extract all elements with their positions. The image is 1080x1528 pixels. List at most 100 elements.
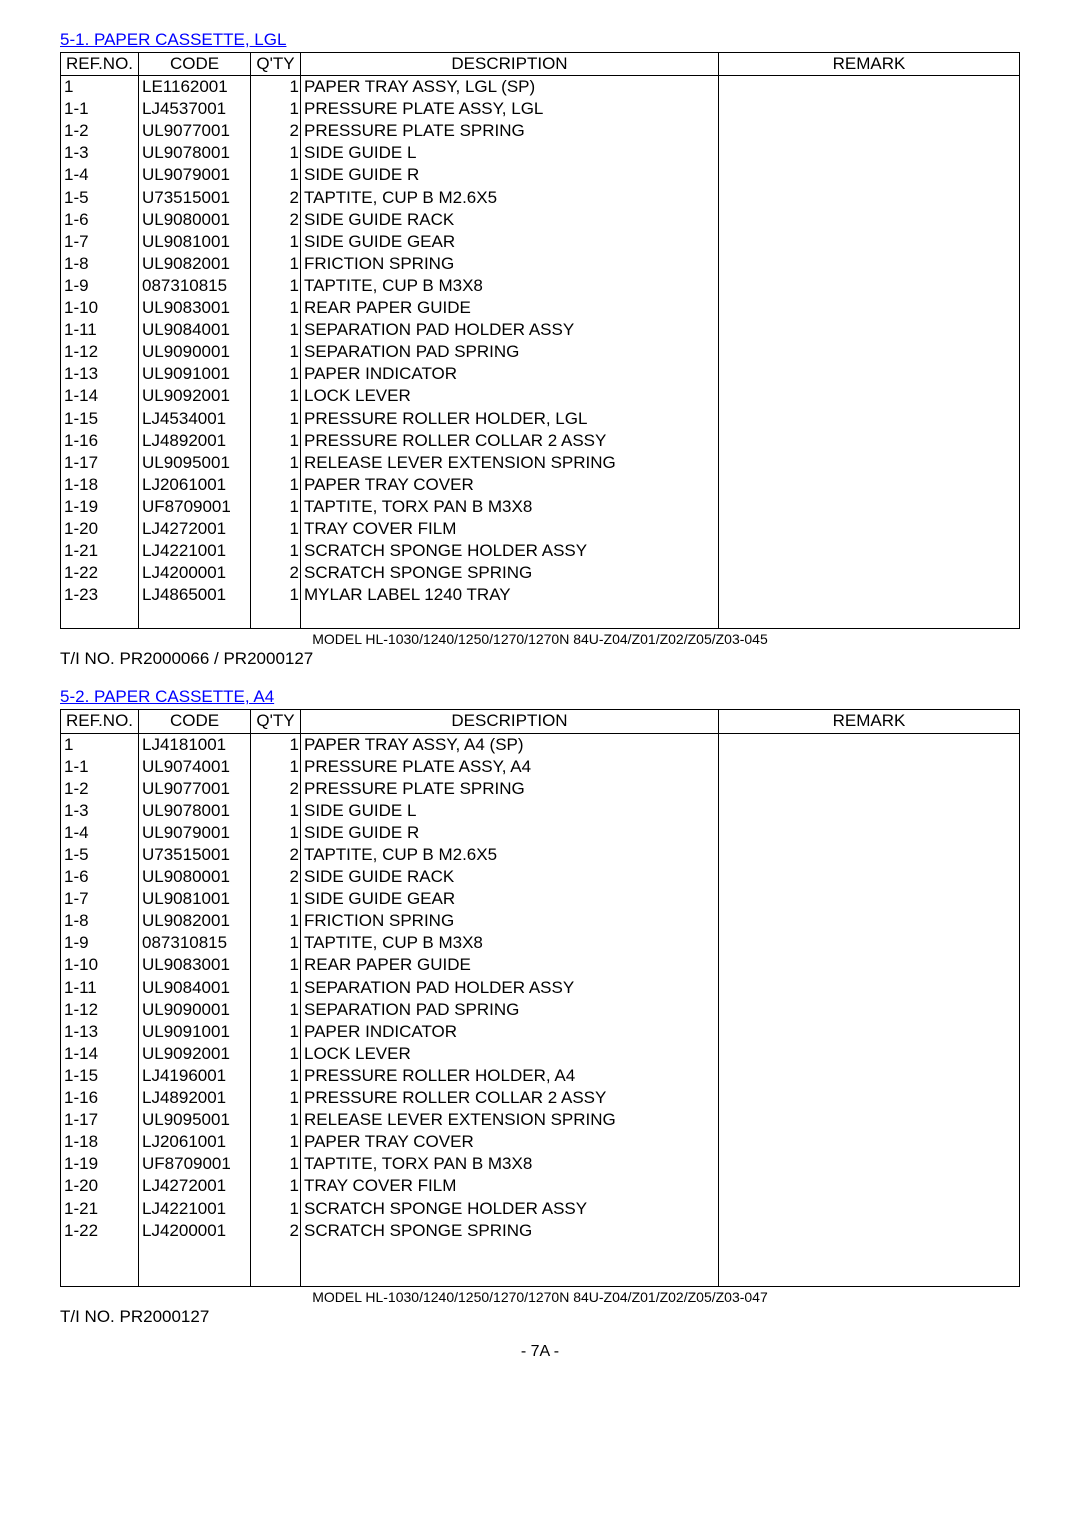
table-row: 1-3UL90780011SIDE GUIDE L bbox=[61, 800, 1020, 822]
table-row: 1-11UL90840011SEPARATION PAD HOLDER ASSY bbox=[61, 319, 1020, 341]
cell-ref: 1-15 bbox=[61, 1065, 139, 1087]
cell-ref: 1-13 bbox=[61, 1021, 139, 1043]
cell-remark bbox=[719, 756, 1020, 778]
table-row: 1-1LJ45370011PRESSURE PLATE ASSY, LGL bbox=[61, 98, 1020, 120]
cell-blank bbox=[719, 606, 1020, 629]
table-row: 1-90873108151TAPTITE, CUP B M3X8 bbox=[61, 275, 1020, 297]
table-row: 1-4UL90790011SIDE GUIDE R bbox=[61, 164, 1020, 186]
cell-code: UL9081001 bbox=[139, 888, 251, 910]
cell-code: UL9090001 bbox=[139, 999, 251, 1021]
cell-ref: 1-1 bbox=[61, 756, 139, 778]
cell-remark bbox=[719, 733, 1020, 756]
cell-ref: 1-17 bbox=[61, 1109, 139, 1131]
cell-qty: 1 bbox=[251, 385, 301, 407]
cell-remark bbox=[719, 430, 1020, 452]
cell-desc: TAPTITE, CUP B M2.6X5 bbox=[301, 187, 719, 209]
cell-desc: TAPTITE, CUP B M3X8 bbox=[301, 932, 719, 954]
cell-code: UL9091001 bbox=[139, 363, 251, 385]
cell-ref: 1-11 bbox=[61, 977, 139, 999]
cell-blank bbox=[61, 1264, 139, 1287]
cell-ref: 1-9 bbox=[61, 932, 139, 954]
cell-qty: 1 bbox=[251, 954, 301, 976]
cell-qty: 1 bbox=[251, 1021, 301, 1043]
cell-qty: 2 bbox=[251, 209, 301, 231]
table-row: 1-14UL90920011LOCK LEVER bbox=[61, 1043, 1020, 1065]
table-row: 1-18LJ20610011PAPER TRAY COVER bbox=[61, 1131, 1020, 1153]
page-number: - 7A - bbox=[60, 1343, 1020, 1361]
cell-code: LJ4865001 bbox=[139, 584, 251, 606]
cell-code: UL9078001 bbox=[139, 142, 251, 164]
cell-ref: 1-12 bbox=[61, 999, 139, 1021]
cell-ref: 1-10 bbox=[61, 297, 139, 319]
cell-qty: 1 bbox=[251, 756, 301, 778]
cell-code: LJ2061001 bbox=[139, 474, 251, 496]
table-header-row: REF.NO. CODE Q'TY DESCRIPTION REMARK bbox=[61, 710, 1020, 733]
cell-code: UL9083001 bbox=[139, 954, 251, 976]
cell-desc: SEPARATION PAD SPRING bbox=[301, 999, 719, 1021]
cell-desc: TAPTITE, TORX PAN B M3X8 bbox=[301, 1153, 719, 1175]
cell-qty: 1 bbox=[251, 584, 301, 606]
section-1-ti-line: T/I NO. PR2000066 / PR2000127 bbox=[60, 649, 1020, 669]
cell-remark bbox=[719, 866, 1020, 888]
header-code: CODE bbox=[139, 53, 251, 76]
cell-qty: 1 bbox=[251, 540, 301, 562]
cell-code: UL9091001 bbox=[139, 1021, 251, 1043]
section-1-title: 5-1. PAPER CASSETTE, LGL bbox=[60, 30, 1020, 50]
cell-ref: 1-5 bbox=[61, 844, 139, 866]
cell-ref: 1-21 bbox=[61, 540, 139, 562]
table-row: 1-6UL90800012SIDE GUIDE RACK bbox=[61, 866, 1020, 888]
cell-code: UL9082001 bbox=[139, 253, 251, 275]
table-row: 1-14UL90920011LOCK LEVER bbox=[61, 385, 1020, 407]
cell-ref: 1-12 bbox=[61, 341, 139, 363]
table-row: 1-20LJ42720011TRAY COVER FILM bbox=[61, 518, 1020, 540]
cell-desc: SCRATCH SPONGE HOLDER ASSY bbox=[301, 1198, 719, 1220]
cell-code: LJ4272001 bbox=[139, 1175, 251, 1197]
cell-ref: 1 bbox=[61, 76, 139, 99]
header-desc: DESCRIPTION bbox=[301, 710, 719, 733]
table-row: 1-11UL90840011SEPARATION PAD HOLDER ASSY bbox=[61, 977, 1020, 999]
table-row: 1-23LJ48650011MYLAR LABEL 1240 TRAY bbox=[61, 584, 1020, 606]
cell-remark bbox=[719, 562, 1020, 584]
cell-ref: 1-5 bbox=[61, 187, 139, 209]
cell-remark bbox=[719, 164, 1020, 186]
table-row: 1-20LJ42720011TRAY COVER FILM bbox=[61, 1175, 1020, 1197]
cell-desc: LOCK LEVER bbox=[301, 385, 719, 407]
header-desc: DESCRIPTION bbox=[301, 53, 719, 76]
cell-remark bbox=[719, 800, 1020, 822]
cell-desc: SEPARATION PAD HOLDER ASSY bbox=[301, 977, 719, 999]
cell-qty: 1 bbox=[251, 142, 301, 164]
section-2-model-line: MODEL HL-1030/1240/1250/1270/1270N 84U-Z… bbox=[60, 1289, 1020, 1305]
cell-code: LJ4200001 bbox=[139, 1220, 251, 1242]
table-row: 1-18LJ20610011PAPER TRAY COVER bbox=[61, 474, 1020, 496]
cell-qty: 1 bbox=[251, 733, 301, 756]
cell-qty: 1 bbox=[251, 496, 301, 518]
table-row: 1-6UL90800012SIDE GUIDE RACK bbox=[61, 209, 1020, 231]
cell-remark bbox=[719, 452, 1020, 474]
cell-remark bbox=[719, 888, 1020, 910]
cell-code: UL9079001 bbox=[139, 822, 251, 844]
table-row: 1-17UL90950011RELEASE LEVER EXTENSION SP… bbox=[61, 1109, 1020, 1131]
cell-qty: 1 bbox=[251, 1131, 301, 1153]
cell-blank bbox=[139, 1264, 251, 1287]
cell-ref: 1-14 bbox=[61, 1043, 139, 1065]
cell-desc: SIDE GUIDE RACK bbox=[301, 866, 719, 888]
cell-desc: REAR PAPER GUIDE bbox=[301, 297, 719, 319]
cell-code: LJ4892001 bbox=[139, 430, 251, 452]
table-row: 1-22LJ42000012SCRATCH SPONGE SPRING bbox=[61, 562, 1020, 584]
table-row: 1-7UL90810011SIDE GUIDE GEAR bbox=[61, 231, 1020, 253]
header-remark: REMARK bbox=[719, 710, 1020, 733]
cell-code: UF8709001 bbox=[139, 1153, 251, 1175]
cell-code: 087310815 bbox=[139, 275, 251, 297]
cell-ref: 1-2 bbox=[61, 778, 139, 800]
cell-code: LE1162001 bbox=[139, 76, 251, 99]
cell-ref: 1-16 bbox=[61, 430, 139, 452]
cell-code: LJ4537001 bbox=[139, 98, 251, 120]
cell-remark bbox=[719, 120, 1020, 142]
cell-desc: FRICTION SPRING bbox=[301, 910, 719, 932]
header-code: CODE bbox=[139, 710, 251, 733]
cell-qty: 2 bbox=[251, 866, 301, 888]
cell-code: UL9079001 bbox=[139, 164, 251, 186]
table-row: 1-5U735150012TAPTITE, CUP B M2.6X5 bbox=[61, 844, 1020, 866]
cell-desc: RELEASE LEVER EXTENSION SPRING bbox=[301, 1109, 719, 1131]
cell-remark bbox=[719, 1021, 1020, 1043]
